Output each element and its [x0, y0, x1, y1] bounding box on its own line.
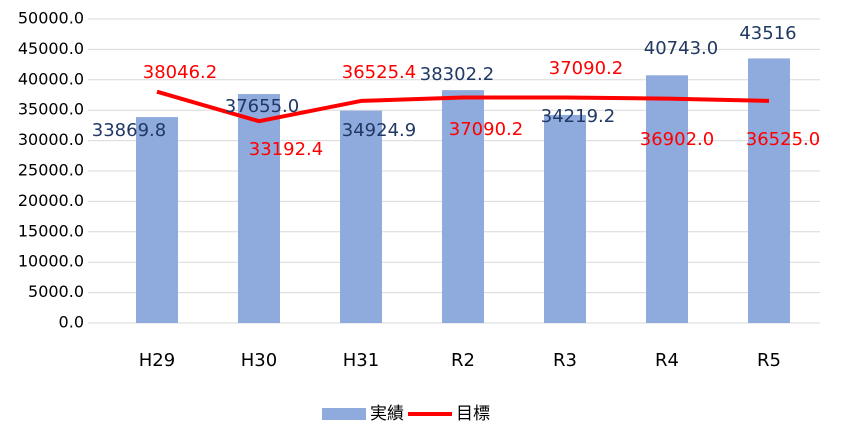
y-tick-label: 25000.0	[18, 161, 84, 180]
data-label: 37090.2	[549, 58, 623, 79]
data-label: 34219.2	[541, 106, 615, 127]
bar	[136, 117, 178, 323]
y-tick-label: 0.0	[59, 313, 84, 332]
x-tick-label: H29	[139, 350, 175, 371]
y-tick-label: 40000.0	[18, 69, 84, 88]
y-tick-label: 30000.0	[18, 130, 84, 149]
x-tick-label: R3	[553, 350, 577, 371]
legend-swatch	[322, 408, 366, 420]
bar	[442, 90, 484, 324]
x-tick-label: R5	[757, 350, 781, 371]
legend-label: 目標	[456, 404, 490, 424]
data-label: 40743.0	[644, 38, 718, 59]
data-label: 34924.9	[342, 120, 416, 141]
x-tick-label: H30	[241, 350, 277, 371]
data-label: 33869.8	[92, 120, 166, 141]
line	[156, 89, 770, 124]
data-label: 36525.0	[746, 129, 820, 150]
bar	[646, 75, 688, 323]
y-tick-label: 50000.0	[18, 9, 84, 28]
data-label: 43516	[739, 23, 796, 44]
data-label: 36525.4	[342, 62, 416, 83]
y-tick-label: 15000.0	[18, 221, 84, 240]
y-tick-label: 45000.0	[18, 39, 84, 58]
bar	[238, 94, 280, 323]
data-label: 37090.2	[449, 119, 523, 140]
y-tick-label: 20000.0	[18, 191, 84, 210]
x-tick-label: H31	[343, 350, 379, 371]
bar	[544, 114, 586, 323]
data-label: 38302.2	[420, 64, 494, 85]
x-tick-label: R4	[655, 350, 679, 371]
data-label: 38046.2	[143, 62, 217, 83]
y-tick-label: 10000.0	[18, 252, 84, 271]
data-label: 33192.4	[249, 139, 323, 160]
bar	[340, 110, 382, 323]
y-tick-label: 5000.0	[28, 282, 84, 301]
legend-label: 実績	[370, 404, 404, 424]
y-tick-label: 35000.0	[18, 100, 84, 119]
bar	[748, 58, 790, 323]
x-tick-label: R2	[451, 350, 475, 371]
data-label: 36902.0	[640, 129, 714, 150]
data-label: 37655.0	[225, 96, 299, 117]
